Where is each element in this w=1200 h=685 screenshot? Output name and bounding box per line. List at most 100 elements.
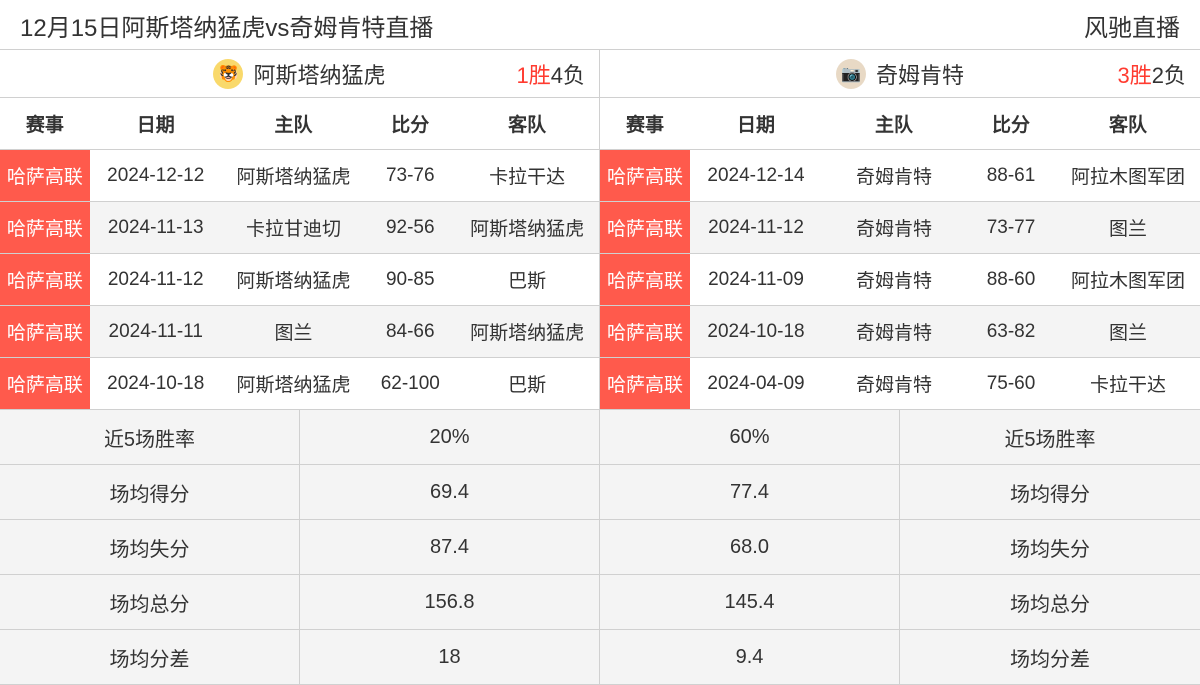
away-cell: 卡拉干达 xyxy=(455,150,599,201)
col-home: 主队 xyxy=(822,98,966,149)
stat-label-right: 场均总分 xyxy=(900,575,1200,629)
right-team-panel: 📷 奇姆肯特 3胜2负 赛事 日期 主队 比分 客队 哈萨高联 2024-12-1… xyxy=(600,50,1200,410)
left-record: 1胜4负 xyxy=(517,58,586,90)
home-cell: 图兰 xyxy=(222,306,366,357)
right-team-logo-icon: 📷 xyxy=(836,59,866,89)
table-row: 哈萨高联2024-04-09奇姆肯特75-60卡拉干达 xyxy=(600,358,1200,410)
stat-label-left: 场均失分 xyxy=(0,520,300,574)
table-row: 哈萨高联2024-11-11图兰84-66阿斯塔纳猛虎 xyxy=(0,306,599,358)
col-date: 日期 xyxy=(690,98,822,149)
home-cell: 卡拉甘迪切 xyxy=(222,202,366,253)
date-cell: 2024-10-18 xyxy=(690,306,822,357)
date-cell: 2024-12-12 xyxy=(90,150,222,201)
table-row: 哈萨高联2024-10-18阿斯塔纳猛虎62-100巴斯 xyxy=(0,358,599,410)
home-cell: 奇姆肯特 xyxy=(822,254,966,305)
date-cell: 2024-11-11 xyxy=(90,306,222,357)
date-cell: 2024-12-14 xyxy=(690,150,822,201)
date-cell: 2024-11-12 xyxy=(90,254,222,305)
away-cell: 阿斯塔纳猛虎 xyxy=(455,306,599,357)
left-record-win: 1胜 xyxy=(517,63,551,88)
stats-table: 近5场胜率20%60%近5场胜率场均得分69.477.4场均得分场均失分87.4… xyxy=(0,410,1200,685)
right-record: 3胜2负 xyxy=(1118,58,1187,90)
stat-value-right: 60% xyxy=(600,410,900,464)
league-cell: 哈萨高联 xyxy=(0,254,90,305)
table-row: 哈萨高联2024-11-12奇姆肯特73-77图兰 xyxy=(600,202,1200,254)
league-cell: 哈萨高联 xyxy=(0,150,90,201)
date-cell: 2024-11-12 xyxy=(690,202,822,253)
stat-label-left: 近5场胜率 xyxy=(0,410,300,464)
stat-label-left: 场均得分 xyxy=(0,465,300,519)
home-cell: 阿斯塔纳猛虎 xyxy=(222,150,366,201)
table-row: 哈萨高联2024-11-13卡拉甘迪切92-56阿斯塔纳猛虎 xyxy=(0,202,599,254)
stat-label-right: 场均得分 xyxy=(900,465,1200,519)
table-row: 哈萨高联2024-11-09奇姆肯特88-60阿拉木图军团 xyxy=(600,254,1200,306)
stat-value-left: 20% xyxy=(300,410,600,464)
col-away: 客队 xyxy=(455,98,599,149)
score-cell: 84-66 xyxy=(365,306,455,357)
col-score: 比分 xyxy=(365,98,455,149)
table-row: 哈萨高联2024-11-12阿斯塔纳猛虎90-85巴斯 xyxy=(0,254,599,306)
league-cell: 哈萨高联 xyxy=(0,202,90,253)
home-cell: 奇姆肯特 xyxy=(822,202,966,253)
away-cell: 图兰 xyxy=(1056,306,1200,357)
stat-row: 场均得分69.477.4场均得分 xyxy=(0,465,1200,520)
left-team-header: 🐯 阿斯塔纳猛虎 1胜4负 xyxy=(0,50,599,98)
col-away: 客队 xyxy=(1056,98,1200,149)
score-cell: 63-82 xyxy=(966,306,1056,357)
col-date: 日期 xyxy=(90,98,222,149)
stat-value-right: 9.4 xyxy=(600,630,900,684)
date-cell: 2024-11-13 xyxy=(90,202,222,253)
date-cell: 2024-10-18 xyxy=(90,358,222,409)
home-cell: 奇姆肯特 xyxy=(822,358,966,409)
left-team-panel: 🐯 阿斯塔纳猛虎 1胜4负 赛事 日期 主队 比分 客队 哈萨高联2024-12… xyxy=(0,50,600,410)
stat-label-right: 场均分差 xyxy=(900,630,1200,684)
home-cell: 阿斯塔纳猛虎 xyxy=(222,254,366,305)
left-rows: 哈萨高联2024-12-12阿斯塔纳猛虎73-76卡拉干达哈萨高联2024-11… xyxy=(0,150,599,410)
away-cell: 阿斯塔纳猛虎 xyxy=(455,202,599,253)
score-cell: 90-85 xyxy=(365,254,455,305)
score-cell: 62-100 xyxy=(365,358,455,409)
league-cell: 哈萨高联 xyxy=(0,306,90,357)
score-cell: 73-77 xyxy=(966,202,1056,253)
stat-value-left: 69.4 xyxy=(300,465,600,519)
right-column-headers: 赛事 日期 主队 比分 客队 xyxy=(600,98,1200,150)
stat-label-right: 近5场胜率 xyxy=(900,410,1200,464)
table-row: 哈萨高联2024-12-12阿斯塔纳猛虎73-76卡拉干达 xyxy=(0,150,599,202)
stat-value-left: 87.4 xyxy=(300,520,600,574)
away-cell: 巴斯 xyxy=(455,254,599,305)
col-score: 比分 xyxy=(966,98,1056,149)
home-cell: 奇姆肯特 xyxy=(822,150,966,201)
stat-row: 场均总分156.8145.4场均总分 xyxy=(0,575,1200,630)
left-column-headers: 赛事 日期 主队 比分 客队 xyxy=(0,98,599,150)
stat-value-left: 18 xyxy=(300,630,600,684)
right-record-lose: 2负 xyxy=(1152,63,1186,88)
col-league: 赛事 xyxy=(0,98,90,149)
home-cell: 阿斯塔纳猛虎 xyxy=(222,358,366,409)
stat-value-right: 145.4 xyxy=(600,575,900,629)
right-record-win: 3胜 xyxy=(1118,63,1152,88)
brand-name: 风驰直播 xyxy=(1084,8,1180,43)
col-home: 主队 xyxy=(222,98,366,149)
stat-value-right: 77.4 xyxy=(600,465,900,519)
score-cell: 88-61 xyxy=(966,150,1056,201)
away-cell: 阿拉木图军团 xyxy=(1056,254,1200,305)
left-team-name: 阿斯塔纳猛虎 xyxy=(253,58,385,90)
date-cell: 2024-04-09 xyxy=(690,358,822,409)
left-team-logo-icon: 🐯 xyxy=(213,59,243,89)
away-cell: 阿拉木图军团 xyxy=(1056,150,1200,201)
score-cell: 88-60 xyxy=(966,254,1056,305)
stat-label-right: 场均失分 xyxy=(900,520,1200,574)
score-cell: 73-76 xyxy=(365,150,455,201)
table-row: 哈萨高联2024-10-18奇姆肯特63-82图兰 xyxy=(600,306,1200,358)
right-team-name: 奇姆肯特 xyxy=(876,58,964,90)
away-cell: 巴斯 xyxy=(455,358,599,409)
stat-value-right: 68.0 xyxy=(600,520,900,574)
home-cell: 奇姆肯特 xyxy=(822,306,966,357)
away-cell: 卡拉干达 xyxy=(1056,358,1200,409)
score-cell: 92-56 xyxy=(365,202,455,253)
league-cell: 哈萨高联 xyxy=(600,254,690,305)
stat-row: 场均失分87.468.0场均失分 xyxy=(0,520,1200,575)
right-team-header: 📷 奇姆肯特 3胜2负 xyxy=(600,50,1200,98)
stat-value-left: 156.8 xyxy=(300,575,600,629)
date-cell: 2024-11-09 xyxy=(690,254,822,305)
